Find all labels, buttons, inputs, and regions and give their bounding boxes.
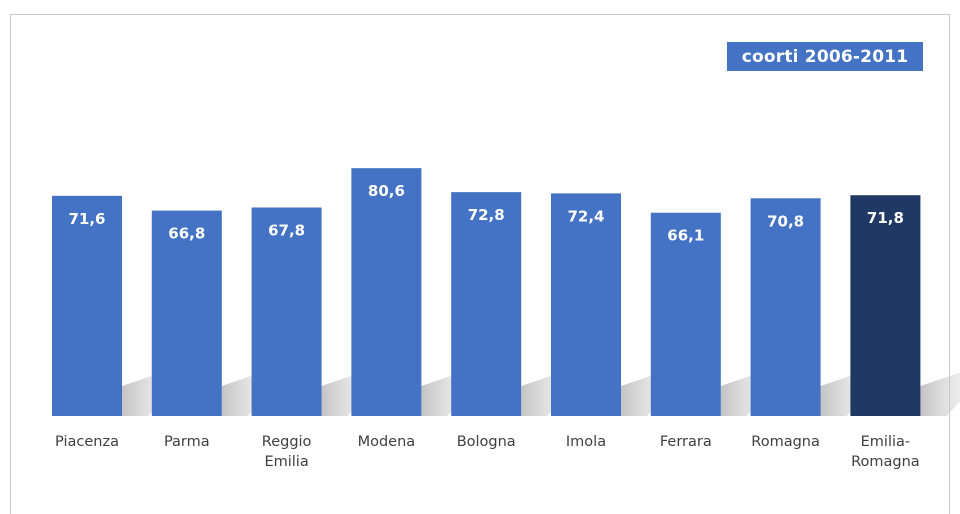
bar — [451, 192, 522, 416]
value-label: 71,8 — [867, 209, 904, 227]
bar-shadow — [920, 372, 960, 416]
value-label: 66,1 — [667, 227, 704, 245]
category-label: Imola — [566, 434, 606, 450]
value-label: 72,8 — [468, 206, 505, 224]
category-label: Reggio Emilia — [262, 434, 312, 470]
bar — [750, 198, 821, 416]
value-labels: 71,6 66,8 67,8 80,6 72,8 72,4 66,1 70,8 71,8 — [68, 182, 903, 245]
category-label: Parma — [164, 434, 210, 450]
bar — [251, 207, 322, 416]
bar — [52, 195, 122, 416]
bars — [52, 168, 921, 416]
category-label: Piacenza — [55, 434, 119, 450]
value-label: 66,8 — [168, 225, 205, 243]
bar — [151, 210, 222, 416]
bar — [850, 195, 921, 416]
category-label: Ferrara — [660, 434, 712, 450]
legend-badge: coorti 2006-2011 — [727, 42, 923, 71]
value-label: 70,8 — [767, 212, 804, 230]
value-label: 71,6 — [68, 210, 105, 228]
value-label: 80,6 — [368, 182, 405, 200]
bar — [551, 193, 621, 416]
category-label: Emilia-Romagna — [851, 434, 920, 470]
category-labels: Piacenza Parma Reggio Emilia Modena Bologna Im… — [55, 434, 920, 470]
bar-shadows — [122, 358, 960, 416]
legend-label: coorti 2006-2011 — [741, 46, 909, 67]
category-label: Romagna — [751, 434, 820, 450]
bar — [351, 168, 422, 416]
bar — [650, 212, 721, 416]
value-label: 72,4 — [567, 207, 604, 225]
category-label: Modena — [358, 434, 416, 450]
category-label: Bologna — [457, 434, 516, 450]
value-label: 67,8 — [268, 222, 305, 240]
